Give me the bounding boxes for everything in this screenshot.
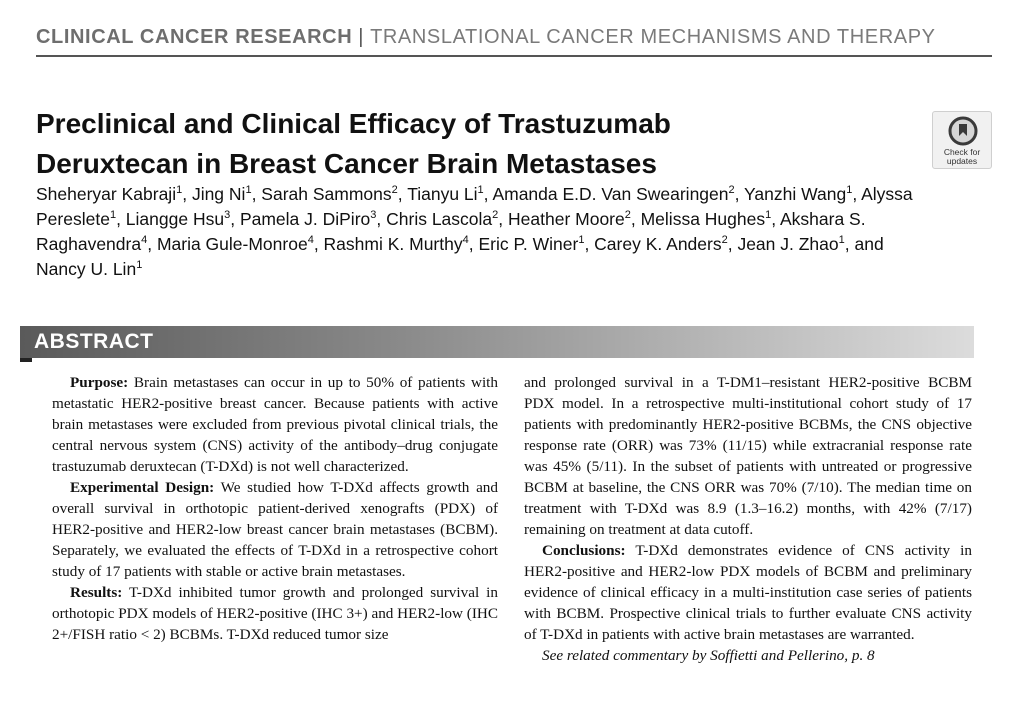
results-paragraph: Results: T-DXd inhibited tumor growth an… — [52, 582, 498, 645]
author-name: Jean J. Zhao — [737, 234, 839, 254]
author-name: Tianyu Li — [407, 184, 478, 204]
author-name: Maria Gule-Monroe — [156, 234, 308, 254]
author-affiliation: 1 — [578, 234, 585, 247]
design-text: We studied how T-DXd affects growth and … — [52, 479, 498, 580]
results-label: Results: — [70, 584, 123, 601]
design-label: Experimental Design: — [70, 479, 215, 496]
abstract-column-left: Purpose: Brain metastases can occur in u… — [52, 372, 498, 645]
author-name: Sheheryar Kabraji — [36, 184, 177, 204]
results-continuation: and prolonged survival in a T-DM1–resist… — [524, 374, 972, 538]
purpose-paragraph: Purpose: Brain metastases can occur in u… — [52, 372, 498, 477]
author-affiliation: 1 — [765, 209, 772, 222]
check-for-updates-badge[interactable]: Check for updates — [932, 111, 992, 169]
author-affiliation: 2 — [721, 234, 728, 247]
author-name: Sarah Sammons — [261, 184, 392, 204]
author-affiliation: 2 — [624, 209, 631, 222]
journal-section: TRANSLATIONAL CANCER MECHANISMS AND THER… — [370, 26, 936, 48]
header-separator: | — [358, 26, 365, 48]
related-commentary: See related commentary by Soffietti and … — [542, 647, 875, 664]
conclusions-text: T-DXd demonstrates evidence of CNS activ… — [524, 542, 972, 643]
abstract-heading: ABSTRACT — [34, 330, 154, 353]
abstract-column-right: and prolonged survival in a T-DM1–resist… — [524, 372, 972, 666]
author-affiliation: 2 — [728, 184, 735, 197]
author-affiliation: 4 — [307, 234, 314, 247]
author-affiliation: 1 — [109, 209, 117, 222]
design-paragraph: Experimental Design: We studied how T-DX… — [52, 477, 498, 582]
author-name: Akshara S. Raghavendra — [36, 209, 866, 254]
author-affiliation: 3 — [370, 209, 377, 222]
author-affiliation: 3 — [224, 209, 231, 222]
journal-name: CLINICAL CANCER RESEARCH — [36, 26, 353, 48]
author-affiliation: 4 — [141, 234, 148, 247]
author-name: Heather Moore — [508, 209, 625, 229]
check-for-updates-label: Check for updates — [933, 148, 991, 166]
author-name: Liangge Hsu — [125, 209, 225, 229]
check-for-updates-icon — [948, 116, 978, 146]
header-rule — [36, 55, 992, 57]
author-affiliation: 1 — [846, 184, 853, 197]
author-name: Melissa Hughes — [640, 209, 766, 229]
author-affiliation: 1 — [477, 184, 484, 197]
author-name: Eric P. Winer — [478, 234, 579, 254]
author-name: Jing Ni — [191, 184, 246, 204]
abstract-tick — [20, 358, 32, 362]
results-text-left: T-DXd inhibited tumor growth and prolong… — [52, 584, 498, 643]
purpose-label: Purpose: — [70, 374, 129, 391]
author-affiliation: 2 — [492, 209, 499, 222]
badge-line-1: Check for — [943, 147, 981, 157]
author-name: Amanda E.D. Van Swearingen — [492, 184, 729, 204]
author-list: Sheheryar Kabraji1, Jing Ni1, Sarah Samm… — [36, 184, 913, 279]
abstract-heading-bar: ABSTRACT — [20, 326, 974, 358]
author-affiliation: 1 — [136, 259, 143, 272]
author-affiliation: 1 — [176, 184, 183, 197]
author-name: Alyssa Pereslete — [36, 184, 913, 229]
conclusions-paragraph: Conclusions: T-DXd demonstrates evidence… — [524, 540, 972, 645]
author-name: Pamela J. DiPiro — [239, 209, 371, 229]
author-affiliation: 1 — [838, 234, 845, 247]
author-name: Yanzhi Wang — [744, 184, 847, 204]
author-affiliation: 1 — [245, 184, 252, 197]
conclusions-label: Conclusions: — [542, 542, 626, 559]
author-name: Rashmi K. Murthy — [323, 234, 463, 254]
author-name: Carey K. Anders — [594, 234, 722, 254]
article-title: Preclinical and Clinical Efficacy of Tra… — [36, 108, 671, 179]
purpose-text: Brain metastases can occur in up to 50% … — [52, 374, 498, 475]
author-affiliation: 4 — [462, 234, 469, 247]
journal-header: CLINICAL CANCER RESEARCH | TRANSLATIONAL C… — [36, 26, 936, 49]
author-name: Chris Lascola — [386, 209, 493, 229]
badge-line-2: updates — [946, 156, 978, 166]
author-affiliation: 2 — [391, 184, 398, 197]
author-name: Nancy U. Lin — [36, 259, 137, 279]
